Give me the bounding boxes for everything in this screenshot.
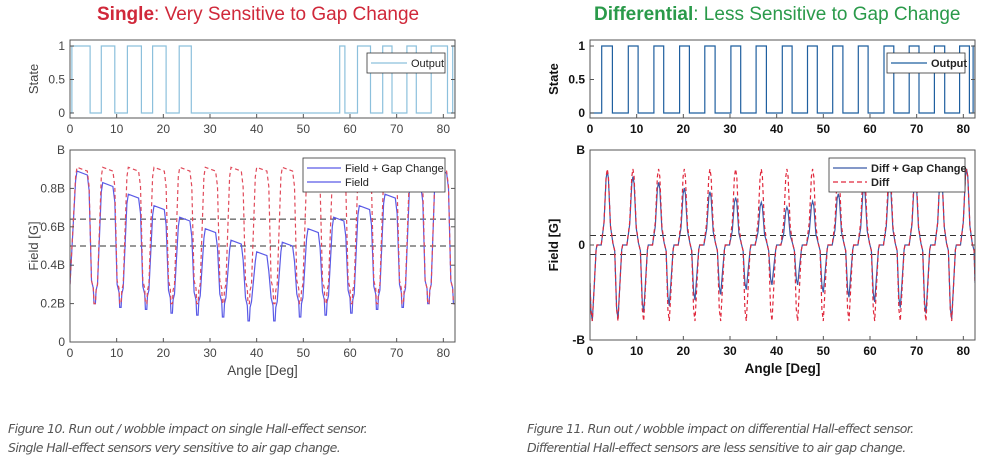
y-tick-label: 0.2B — [40, 297, 65, 311]
y-axis-label: Field [G] — [546, 219, 561, 272]
x-tick-label: 0 — [67, 346, 74, 360]
x-tick-label: 60 — [343, 346, 357, 360]
x-tick-label: 20 — [677, 344, 691, 358]
differential-output-chart: 0 10 20 30 40 50 60 70 80 0 0.5 1 State Output — [546, 39, 976, 136]
x-tick-label: 10 — [630, 122, 644, 136]
x-tick-label: 80 — [437, 122, 451, 136]
series-group — [70, 45, 455, 114]
legend-box — [302, 157, 446, 193]
series-group — [590, 168, 975, 322]
single-title-rest: : Very Sensitive to Gap Change — [154, 4, 420, 25]
x-tick-label: 30 — [203, 122, 217, 136]
x-tick-label: 50 — [817, 344, 831, 358]
series-line-output — [590, 45, 975, 114]
series-group — [590, 45, 975, 114]
axes-frame — [69, 39, 456, 119]
x-tick-label: 80 — [957, 122, 971, 136]
series-line-output — [70, 45, 455, 114]
y-tick-label: 0.6B — [40, 220, 65, 234]
y-tick-label: -B — [572, 333, 585, 347]
y-tick-label: 0.4B — [40, 258, 65, 272]
x-tick-label: 10 — [110, 122, 124, 136]
x-tick-label: 50 — [297, 346, 311, 360]
x-tick-label: 80 — [437, 346, 451, 360]
x-tick-label: 60 — [343, 122, 357, 136]
x-tick-label: 70 — [910, 122, 924, 136]
single-field-chart: 0 10 20 30 40 50 60 70 80 0 0.2B 0.4B 0.6B 0.8B B Field… — [26, 143, 456, 378]
legend: Output — [886, 52, 967, 74]
legend: Output — [366, 52, 446, 74]
single-title-bold: Single — [97, 4, 155, 25]
x-tick-label: 30 — [723, 122, 737, 136]
y-tick-label: 0 — [58, 106, 65, 120]
single-title: Single: Very Sensitive to Gap Change — [97, 4, 419, 26]
x-tick-label: 60 — [863, 344, 877, 358]
axes-frame — [69, 149, 456, 343]
y-tick-label: B — [57, 143, 65, 157]
legend-entry-label: Output — [411, 58, 444, 70]
caption-line: Single Hall-effect sensors very sensitiv… — [8, 440, 341, 455]
x-tick-label: 40 — [250, 122, 264, 136]
legend-entry-label: Output — [931, 58, 967, 70]
x-tick-label: 10 — [630, 344, 644, 358]
y-axis-label: State — [26, 64, 41, 94]
x-tick-label: 40 — [770, 344, 784, 358]
legend-entry-label: Diff + Gap Change — [871, 163, 967, 175]
x-tick-label: 30 — [203, 346, 217, 360]
y-tick-label: 0.8B — [40, 181, 65, 195]
figure-11-caption: Figure 11. Run out / wobble impact on di… — [527, 419, 914, 457]
legend: Field + Gap Change Field — [302, 157, 446, 193]
x-axis-label: Angle [Deg] — [745, 361, 821, 376]
x-tick-label: 70 — [390, 346, 404, 360]
differential-title-bold: Differential — [594, 4, 694, 25]
x-tick-label: 0 — [587, 344, 594, 358]
x-tick-label: 20 — [157, 346, 171, 360]
legend-box — [828, 157, 966, 193]
x-tick-label: 70 — [910, 344, 924, 358]
x-tick-label: 60 — [863, 122, 877, 136]
x-tick-label: 50 — [817, 122, 831, 136]
series-line-field-gap-change — [70, 168, 455, 322]
x-tick-label: 50 — [297, 122, 311, 136]
x-tick-label: 70 — [390, 122, 404, 136]
legend-entry-label: Field — [345, 177, 369, 189]
y-tick-label: B — [576, 143, 585, 157]
y-tick-label: 1 — [578, 39, 585, 53]
y-axis-label: State — [546, 63, 561, 95]
caption-line: Differential Hall-effect sensors are les… — [527, 440, 906, 455]
caption-line: Figure 11. Run out / wobble impact on di… — [527, 421, 914, 436]
x-axis-label: Angle [Deg] — [227, 363, 298, 378]
x-tick-label: 20 — [157, 122, 171, 136]
axes-frame — [589, 39, 976, 119]
y-tick-label: 0.5 — [48, 73, 65, 87]
caption-line: Figure 10. Run out / wobble impact on si… — [8, 421, 368, 436]
series-line-diff — [590, 168, 975, 322]
single-output-chart: 0 10 20 30 40 50 60 70 80 0 0.5 1 State Output — [26, 39, 456, 136]
legend: Diff + Gap Change Diff — [828, 157, 967, 193]
y-tick-label: 0 — [578, 106, 585, 120]
differential-title: Differential: Less Sensitive to Gap Chan… — [594, 4, 960, 26]
y-tick-label: 1 — [58, 39, 65, 53]
differential-title-rest: : Less Sensitive to Gap Change — [693, 4, 961, 25]
y-tick-label: 0.5 — [568, 73, 585, 87]
x-tick-label: 0 — [67, 122, 74, 136]
x-tick-label: 30 — [723, 344, 737, 358]
x-tick-label: 10 — [110, 346, 124, 360]
y-tick-label: 0 — [58, 335, 65, 349]
legend-entry-label: Field + Gap Change — [345, 163, 444, 175]
x-tick-label: 80 — [957, 344, 971, 358]
x-tick-label: 40 — [250, 346, 264, 360]
figure-10-caption: Figure 10. Run out / wobble impact on si… — [8, 419, 368, 457]
x-tick-label: 0 — [587, 122, 594, 136]
y-axis-label: Field [G] — [26, 221, 41, 270]
y-tick-label: 0 — [578, 238, 585, 252]
x-tick-label: 40 — [770, 122, 784, 136]
x-tick-label: 20 — [677, 122, 691, 136]
legend-entry-label: Diff — [871, 177, 890, 189]
